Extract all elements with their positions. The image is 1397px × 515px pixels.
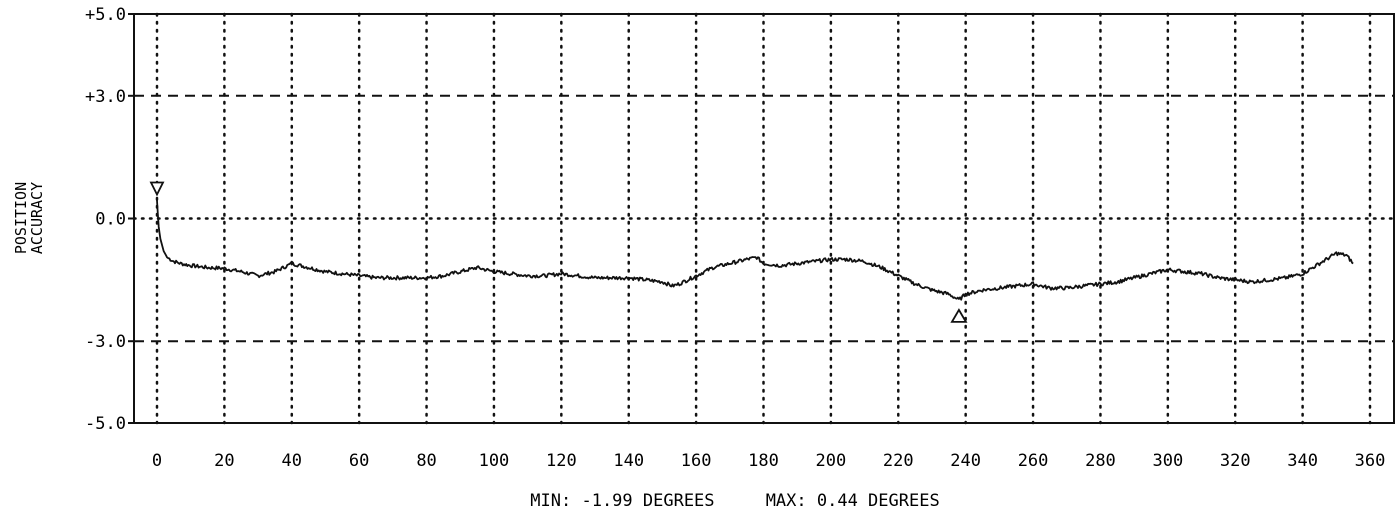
x-tick-label-160: 160 xyxy=(681,451,712,471)
x-tick-label-0: 0 xyxy=(152,451,162,471)
grid-layer xyxy=(155,12,1372,425)
x-tick-label-20: 20 xyxy=(214,451,234,471)
min-marker xyxy=(950,308,968,323)
x-tick-label-60: 60 xyxy=(349,451,369,471)
marker-layer xyxy=(149,181,968,323)
x-tick-label-320: 320 xyxy=(1220,451,1251,471)
y-tick-label-3: -3.0 xyxy=(85,332,126,352)
y-axis-title-line-2: ACCURACY xyxy=(28,182,46,254)
x-tick-label-220: 220 xyxy=(883,451,914,471)
y-tick-labels: +5.0 +3.0 0.0 -3.0 -5.0 xyxy=(85,5,126,434)
min-max-summary: MIN: -1.99 DEGREES MAX: 0.44 DEGREES xyxy=(530,491,939,511)
x-tick-label-100: 100 xyxy=(479,451,510,471)
series-line-0 xyxy=(156,200,1354,301)
x-tick-label-300: 300 xyxy=(1152,451,1183,471)
y-axis-title-line-1: POSITION xyxy=(12,182,30,254)
x-tick-label-340: 340 xyxy=(1287,451,1318,471)
x-tick-label-360: 360 xyxy=(1355,451,1386,471)
y-tick-label-1: +3.0 xyxy=(85,87,126,107)
y-tick-label-0: +5.0 xyxy=(85,5,126,25)
y-tick-label-2: 0.0 xyxy=(95,210,126,230)
x-tick-label-180: 180 xyxy=(748,451,779,471)
x-tick-label-40: 40 xyxy=(282,451,302,471)
max-marker xyxy=(149,181,165,197)
x-tick-label-120: 120 xyxy=(546,451,577,471)
x-tick-label-140: 140 xyxy=(613,451,644,471)
x-tick-label-240: 240 xyxy=(950,451,981,471)
y-tick-label-4: -5.0 xyxy=(85,414,126,434)
series-layer xyxy=(156,200,1354,301)
x-tick-label-80: 80 xyxy=(416,451,436,471)
x-tick-label-280: 280 xyxy=(1085,451,1116,471)
x-tick-labels: 0 20 40 60 80 100 120 140 160 180 200 220 240 260 280 3… xyxy=(152,451,1385,471)
x-tick-label-200: 200 xyxy=(816,451,847,471)
x-tick-label-260: 260 xyxy=(1018,451,1049,471)
plot-frame xyxy=(133,13,1395,424)
reference-lines xyxy=(128,13,1396,424)
